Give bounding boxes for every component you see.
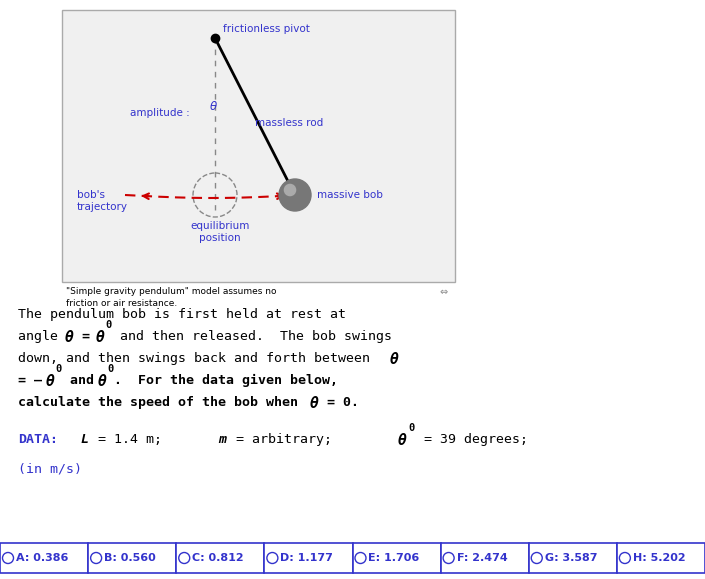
Text: ⇔: ⇔ — [440, 287, 448, 297]
Text: m: m — [218, 433, 226, 446]
Text: massless rod: massless rod — [255, 118, 324, 128]
Text: θ: θ — [46, 374, 55, 389]
Text: 0: 0 — [105, 320, 111, 330]
FancyBboxPatch shape — [62, 10, 455, 282]
FancyBboxPatch shape — [176, 543, 264, 573]
Text: The pendulum bob is first held at rest at: The pendulum bob is first held at rest a… — [18, 308, 346, 321]
Text: down, and then swings back and forth between: down, and then swings back and forth bet… — [18, 352, 378, 365]
Text: calculate the speed of the bob when: calculate the speed of the bob when — [18, 396, 306, 409]
Text: (in m/s): (in m/s) — [18, 463, 82, 476]
Text: θ: θ — [310, 396, 319, 411]
Text: θ: θ — [210, 100, 217, 112]
Text: DATA:: DATA: — [18, 433, 58, 446]
Text: θ: θ — [390, 352, 399, 367]
Text: D: 1.177: D: 1.177 — [281, 553, 333, 563]
Text: A: 0.386: A: 0.386 — [16, 553, 68, 563]
FancyBboxPatch shape — [88, 543, 176, 573]
Text: 0: 0 — [408, 423, 415, 433]
Text: massive bob: massive bob — [317, 190, 383, 200]
Text: = 1.4 m;: = 1.4 m; — [90, 433, 162, 446]
Text: =: = — [74, 330, 98, 343]
Text: θ: θ — [98, 374, 106, 389]
Text: θ: θ — [96, 330, 105, 345]
Text: = arbitrary;: = arbitrary; — [228, 433, 332, 446]
Text: equilibrium
position: equilibrium position — [190, 221, 250, 243]
Text: and then released.  The bob swings: and then released. The bob swings — [112, 330, 392, 343]
Text: and: and — [62, 374, 102, 387]
FancyBboxPatch shape — [529, 543, 617, 573]
Text: E: 1.706: E: 1.706 — [369, 553, 419, 563]
Text: B: 0.560: B: 0.560 — [104, 553, 156, 563]
FancyBboxPatch shape — [617, 543, 705, 573]
Text: θ: θ — [65, 330, 74, 345]
Text: F: 2.474: F: 2.474 — [457, 553, 508, 563]
FancyBboxPatch shape — [0, 543, 88, 573]
Text: angle: angle — [18, 330, 66, 343]
Text: = 0.: = 0. — [319, 396, 359, 409]
FancyBboxPatch shape — [441, 543, 529, 573]
Text: bob's
trajectory: bob's trajectory — [77, 190, 128, 211]
Text: = 39 degrees;: = 39 degrees; — [416, 433, 528, 446]
Circle shape — [279, 179, 311, 211]
FancyBboxPatch shape — [264, 543, 352, 573]
Circle shape — [284, 184, 295, 196]
Text: H: 5.202: H: 5.202 — [633, 553, 685, 563]
Text: friction or air resistance.: friction or air resistance. — [66, 299, 177, 308]
Text: = –: = – — [18, 374, 42, 387]
Text: θ: θ — [398, 433, 407, 448]
Text: 0: 0 — [107, 364, 114, 374]
Text: 0: 0 — [55, 364, 61, 374]
Text: "Simple gravity pendulum" model assumes no: "Simple gravity pendulum" model assumes … — [66, 287, 276, 296]
Text: .  For the data given below,: . For the data given below, — [114, 374, 338, 387]
Text: frictionless pivot: frictionless pivot — [223, 24, 310, 34]
Text: L: L — [80, 433, 88, 446]
Text: amplitude :: amplitude : — [130, 108, 190, 118]
Text: C: 0.812: C: 0.812 — [192, 553, 244, 563]
Text: G: 3.587: G: 3.587 — [545, 553, 597, 563]
FancyBboxPatch shape — [352, 543, 441, 573]
